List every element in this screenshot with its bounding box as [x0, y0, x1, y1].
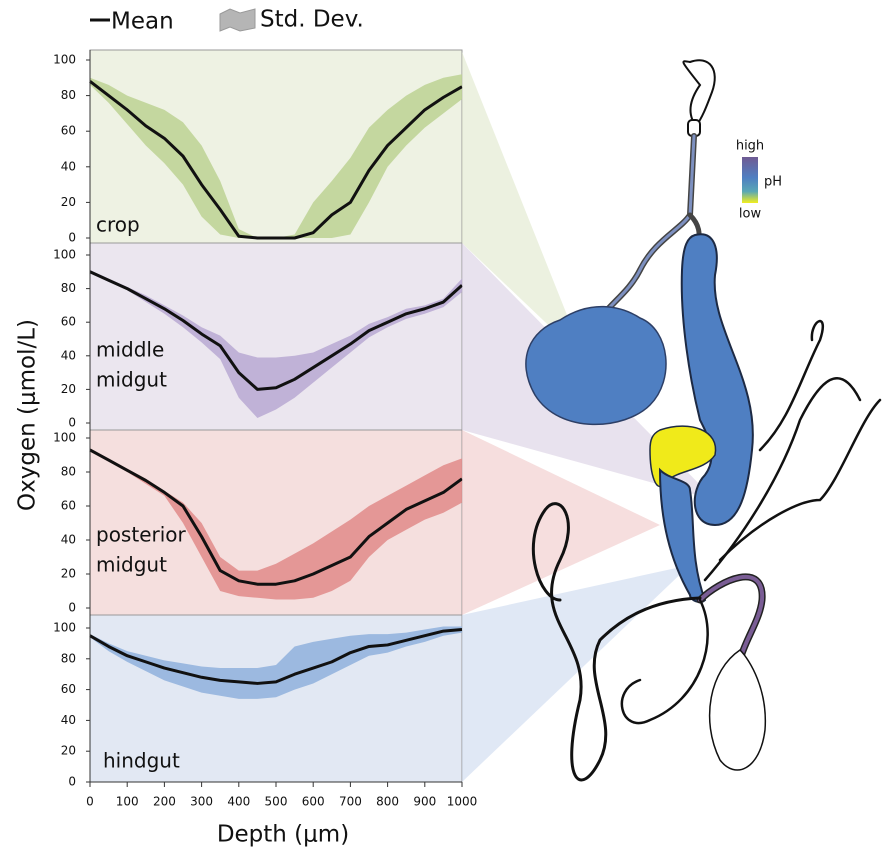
- panels: 0 20 40 60 80 100 crop 0 20 40 60 80 100 middle midgut…: [53, 50, 477, 809]
- ph-low: low: [739, 207, 762, 222]
- y-tick-label: 60: [61, 682, 76, 696]
- legend-std: Std. Dev.: [260, 7, 364, 33]
- x-tick-label: 900: [413, 795, 436, 809]
- y-tick-label: 0: [68, 775, 76, 789]
- x-tick-label: 100: [116, 795, 139, 809]
- y-axis-label: Oxygen (μmol/L): [15, 319, 41, 511]
- y-tick-label: 40: [61, 533, 76, 547]
- panel-label: hindgut: [103, 749, 180, 773]
- x-tick-label: 300: [190, 795, 213, 809]
- ph-scale: [742, 157, 758, 203]
- x-tick-label: 600: [302, 795, 325, 809]
- y-tick-label: 100: [53, 53, 76, 67]
- figure: 0 20 40 60 80 100 crop 0 20 40 60 80 100 middle midgut…: [0, 0, 896, 854]
- x-tick-label: 400: [227, 795, 250, 809]
- gut-illustration: [526, 60, 880, 780]
- legend-mean: Mean: [111, 9, 174, 35]
- y-tick-label: 100: [53, 621, 76, 635]
- x-tick-label: 800: [376, 795, 399, 809]
- x-tick-label: 200: [153, 795, 176, 809]
- x-tick-label: 500: [265, 795, 288, 809]
- y-tick-label: 60: [61, 315, 76, 329]
- ph-high: high: [736, 139, 764, 154]
- panel-background: [90, 50, 462, 243]
- legend-std-swatch: [220, 9, 255, 31]
- y-tick-label: 80: [61, 465, 76, 479]
- y-tick-label: 20: [61, 195, 76, 209]
- y-tick-label: 0: [68, 231, 76, 245]
- panel-label: midgut: [96, 553, 167, 577]
- y-tick-label: 40: [61, 713, 76, 727]
- y-tick-label: 20: [61, 382, 76, 396]
- y-tick-label: 60: [61, 499, 76, 513]
- y-tick-label: 0: [68, 601, 76, 615]
- y-tick-label: 40: [61, 159, 76, 173]
- y-tick-label: 80: [61, 88, 76, 102]
- panel-label: middle: [96, 338, 164, 362]
- y-tick-label: 60: [61, 124, 76, 138]
- y-tick-label: 20: [61, 744, 76, 758]
- x-tick-label: 0: [86, 795, 94, 809]
- x-axis-label: Depth (μm): [217, 822, 349, 848]
- panel-label: midgut: [96, 368, 167, 392]
- y-tick-label: 40: [61, 348, 76, 362]
- x-tick-label: 1000: [447, 795, 478, 809]
- ph-label: pH: [764, 175, 782, 190]
- y-tick-label: 100: [53, 431, 76, 445]
- panel-label: posterior: [96, 523, 187, 547]
- y-tick-label: 20: [61, 567, 76, 581]
- y-tick-label: 100: [53, 248, 76, 262]
- y-tick-label: 0: [68, 416, 76, 430]
- y-tick-label: 80: [61, 651, 76, 665]
- panel-label: crop: [96, 213, 140, 237]
- y-tick-label: 80: [61, 281, 76, 295]
- x-tick-label: 700: [339, 795, 362, 809]
